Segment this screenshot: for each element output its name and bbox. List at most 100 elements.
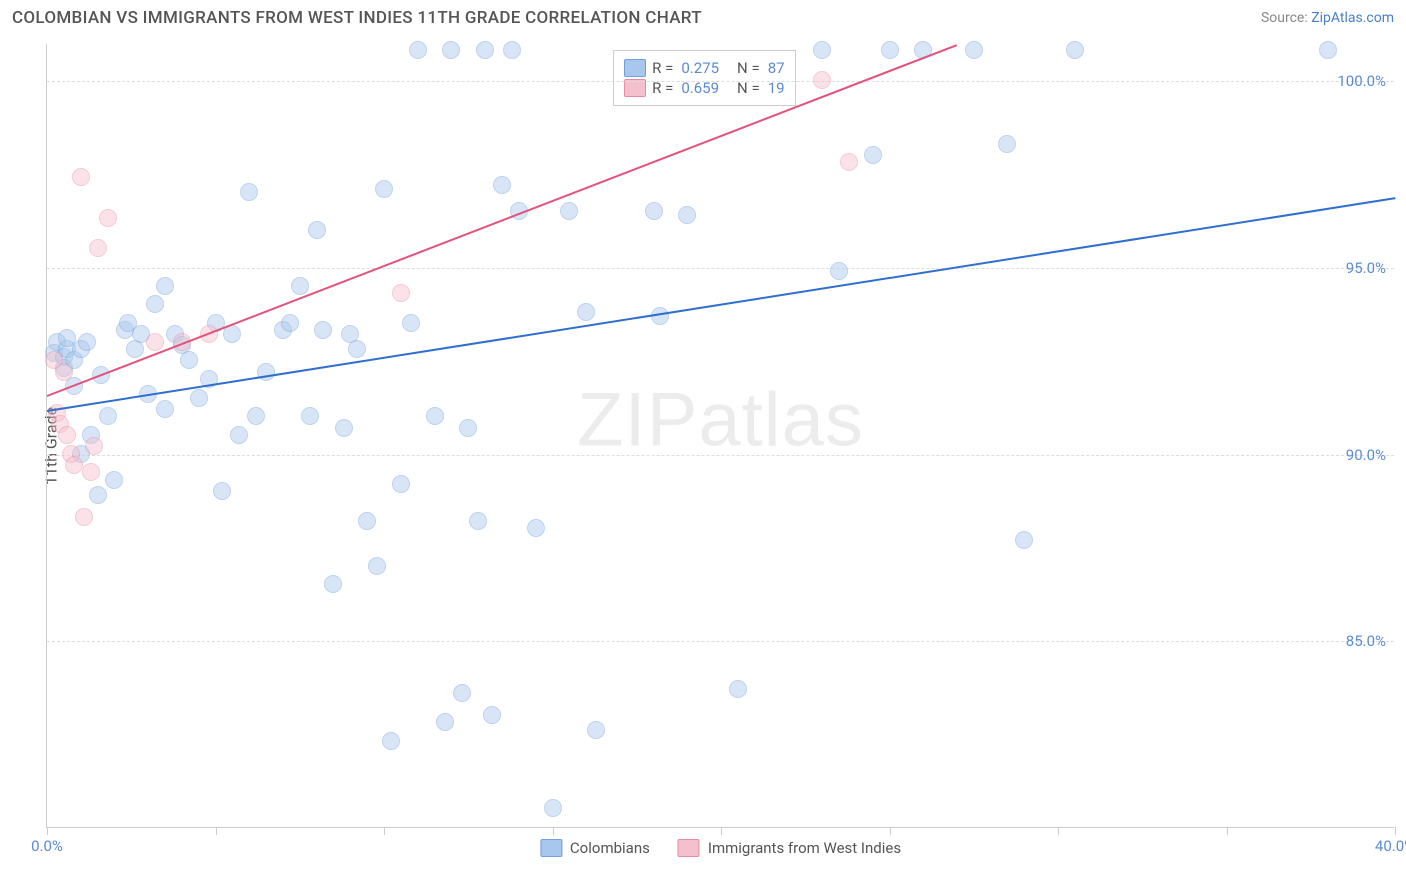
data-point: [392, 284, 410, 302]
data-point: [813, 71, 831, 89]
data-point: [156, 400, 174, 418]
data-point: [436, 713, 454, 731]
x-tick: [216, 827, 217, 835]
data-point: [1015, 531, 1033, 549]
data-point: [55, 363, 73, 381]
source-link[interactable]: ZipAtlas.com: [1311, 10, 1394, 26]
data-point: [678, 206, 696, 224]
watermark: ZIPatlas: [577, 376, 864, 463]
data-point: [348, 340, 366, 358]
data-point: [180, 351, 198, 369]
data-point: [190, 389, 208, 407]
x-tick: [721, 827, 722, 835]
data-point: [99, 407, 117, 425]
x-tick: [1395, 827, 1396, 835]
data-point: [85, 437, 103, 455]
data-point: [291, 277, 309, 295]
data-point: [442, 41, 460, 59]
gridline: [47, 641, 1394, 642]
y-tick-label: 95.0%: [1346, 259, 1386, 277]
data-point: [409, 41, 427, 59]
data-point: [78, 333, 96, 351]
data-point: [301, 407, 319, 425]
data-point: [105, 471, 123, 489]
data-point: [382, 732, 400, 750]
data-point: [965, 41, 983, 59]
legend-swatch: [624, 59, 646, 77]
data-point: [493, 176, 511, 194]
data-point: [368, 557, 386, 575]
x-tick: [47, 827, 48, 835]
data-point: [240, 183, 258, 201]
data-point: [459, 419, 477, 437]
data-point: [1066, 41, 1084, 59]
legend-series-label: Colombians: [570, 839, 650, 857]
data-point: [75, 508, 93, 526]
data-point: [426, 407, 444, 425]
data-point: [453, 684, 471, 702]
legend-n-label: N =: [737, 59, 760, 77]
x-tick: [553, 827, 554, 835]
data-point: [314, 321, 332, 339]
series-legend: Colombians Immigrants from West Indies: [540, 839, 901, 857]
legend-series-label: Immigrants from West Indies: [708, 839, 901, 857]
data-point: [324, 575, 342, 593]
data-point: [213, 482, 231, 500]
x-tick: [1058, 827, 1059, 835]
data-point: [402, 314, 420, 332]
correlation-legend: R =0.275N =87R =0.659N =19: [613, 50, 795, 106]
data-point: [281, 314, 299, 332]
gridline: [47, 81, 1394, 82]
legend-row: R = 0.275 N = 87: [624, 59, 784, 77]
data-point: [58, 426, 76, 444]
legend-n-value: 87: [768, 59, 785, 77]
data-point: [881, 41, 899, 59]
legend-r-label: R =: [652, 59, 673, 77]
data-point: [544, 799, 562, 817]
chart-title: COLOMBIAN VS IMMIGRANTS FROM WEST INDIES…: [12, 8, 702, 28]
data-point: [577, 303, 595, 321]
data-point: [587, 721, 605, 739]
legend-r-value: 0.275: [681, 59, 719, 77]
data-point: [830, 262, 848, 280]
data-point: [82, 463, 100, 481]
y-tick-label: 100.0%: [1337, 72, 1386, 90]
data-point: [146, 295, 164, 313]
regression-line: [47, 197, 1395, 412]
data-point: [813, 41, 831, 59]
legend-item: Colombians: [540, 839, 650, 857]
data-point: [146, 333, 164, 351]
data-point: [230, 426, 248, 444]
data-point: [247, 407, 265, 425]
data-point: [65, 456, 83, 474]
data-point: [1319, 41, 1337, 59]
data-point: [483, 706, 501, 724]
data-point: [645, 202, 663, 220]
x-tick: [384, 827, 385, 835]
data-point: [476, 41, 494, 59]
data-point: [527, 519, 545, 537]
y-tick-label: 90.0%: [1346, 446, 1386, 464]
data-point: [729, 680, 747, 698]
data-point: [560, 202, 578, 220]
legend-swatch: [678, 839, 700, 857]
scatter-chart: ZIPatlas R =0.275N =87R =0.659N =19 Colo…: [46, 44, 1394, 828]
x-tick-label: 0.0%: [31, 837, 63, 855]
gridline: [47, 455, 1394, 456]
data-point: [89, 486, 107, 504]
data-point: [308, 221, 326, 239]
data-point: [503, 41, 521, 59]
x-tick: [1227, 827, 1228, 835]
data-point: [156, 277, 174, 295]
data-point: [358, 512, 376, 530]
gridline: [47, 268, 1394, 269]
data-point: [469, 512, 487, 530]
data-point: [375, 180, 393, 198]
data-point: [840, 153, 858, 171]
data-point: [998, 135, 1016, 153]
legend-swatch: [540, 839, 562, 857]
data-point: [72, 168, 90, 186]
legend-item: Immigrants from West Indies: [678, 839, 901, 857]
x-tick: [890, 827, 891, 835]
x-tick-label: 40.0%: [1375, 837, 1406, 855]
